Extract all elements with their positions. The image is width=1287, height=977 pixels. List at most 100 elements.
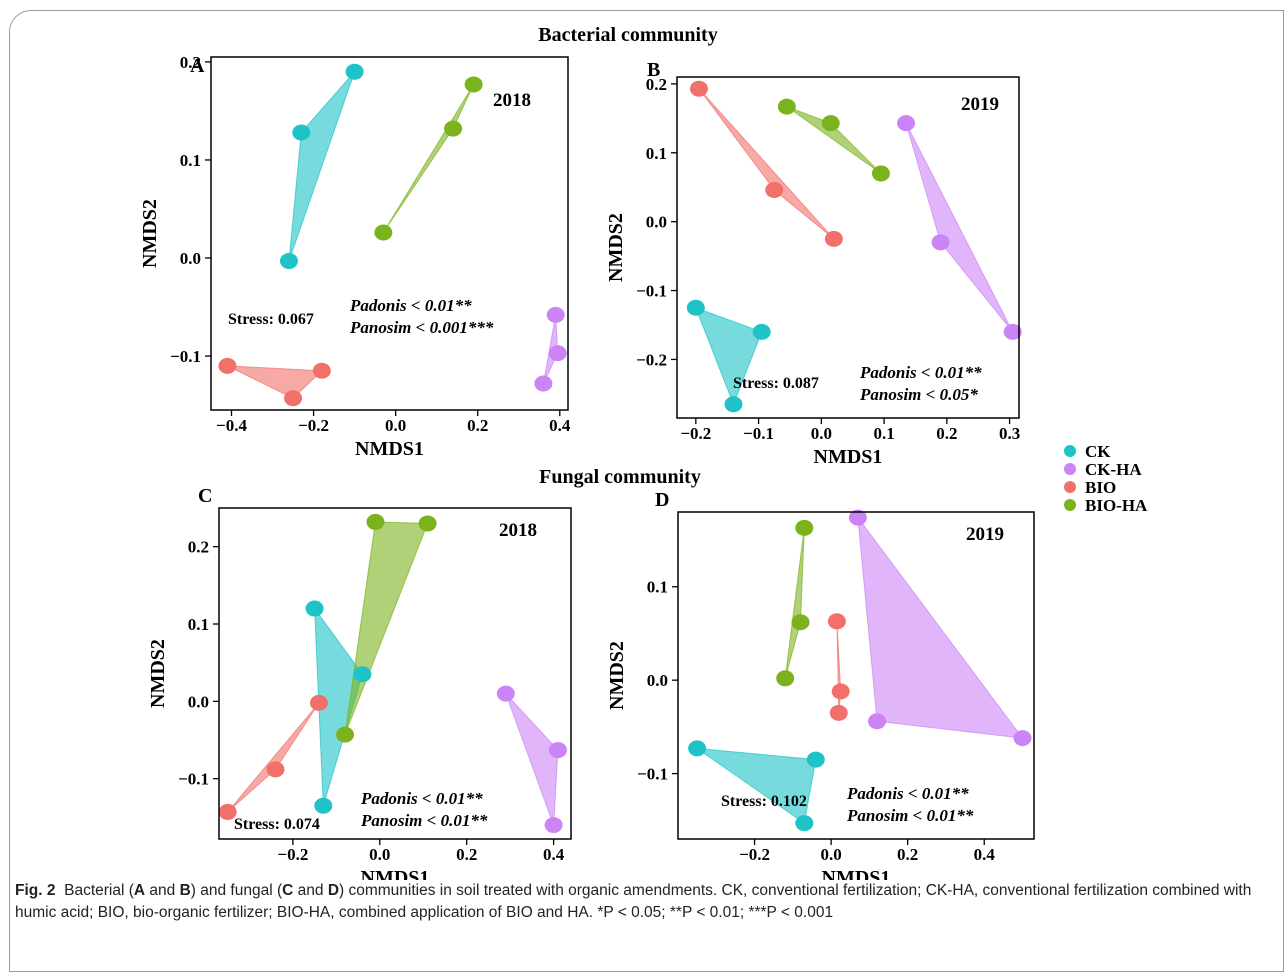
point-ck-ha [544,817,563,834]
stat-label: Panosim < 0.01** [846,806,974,825]
x-tick-label: 0.2 [897,845,918,864]
panel-c: C −0.2 0.0 0.2 0.4 −0.1 0.0 0.1 0.2 NMDS1 NMDS2 201… [147,485,572,880]
x-axis-label: NMDS1 [355,438,424,460]
point-ck [353,666,372,683]
legend-swatch-bio-ha [1064,499,1076,511]
point-bio-ha [795,519,814,536]
x-tick-label: −0.2 [680,424,711,443]
point-ck [806,751,825,768]
y-tick-label: −0.1 [636,282,667,301]
x-tick-label: 0.2 [456,845,477,864]
caption-part: Bacterial ( [64,882,134,899]
panel-a: A −0.4 −0.2 0.0 0.2 0.4 −0.1 0.0 0.1 0.2 NMDS1 NMDS… [139,53,571,460]
y-tick-label: −0.1 [637,765,668,784]
point-ck-ha [546,306,565,323]
x-tick-label: 0.3 [999,424,1020,443]
y-tick-label: 0.2 [188,538,209,557]
y-tick-label: 0.1 [180,151,201,170]
point-bio-ha [366,513,385,530]
x-tick-label: 0.4 [974,845,996,864]
caption-panel-ref: C [282,882,294,899]
caption-label: Fig. 2 [15,882,56,899]
panel-b: B −0.2 −0.1 0.0 0.1 0.2 0.3 −0.2 −0.1 0.0 0.1 0.2 NM… [605,59,1022,468]
hull-ck-ha [857,515,1024,739]
figure-caption: Fig. 2 Bacterial (A and B) and fungal (C… [15,880,1275,924]
stat-label: Panosim < 0.01** [360,811,488,830]
x-tick-label: 0.0 [385,416,406,435]
point-ck [314,797,333,814]
point-ck-ha [548,742,567,759]
y-tick-label: 0.2 [180,53,201,72]
y-tick-label: −0.2 [636,350,667,369]
x-tick-label: 0.4 [543,845,565,864]
y-axis-label: NMDS2 [606,641,628,710]
y-tick-label: 0.1 [646,144,667,163]
point-bio [827,613,846,630]
hull-bio-ha [784,527,805,679]
point-bio-ha [776,670,795,687]
x-tick-label: 0.4 [549,416,571,435]
panel-letter: A [190,55,205,77]
caption-part: and [293,882,328,899]
y-tick-label: 0.0 [646,213,667,232]
point-bio-ha [821,115,840,132]
panel-year-title: 2018 [493,90,531,111]
stat-label: Padonis < 0.01** [360,789,483,808]
point-ck [345,63,364,80]
point-bio [829,704,848,721]
legend-label-ck: CK [1085,442,1111,461]
stress-label: Stress: 0.067 [228,311,314,328]
x-axis-label: NMDS1 [814,446,883,468]
stress-label: Stress: 0.102 [721,793,807,810]
caption-panel-ref: B [179,882,191,899]
stress-label: Stress: 0.074 [234,816,320,833]
point-ck [724,396,743,413]
y-tick-label: 0.0 [647,671,668,690]
point-ck [795,815,814,832]
y-tick-label: 0.0 [188,692,209,711]
hull-bio-ha [344,521,429,735]
x-axis-label: NMDS1 [361,867,430,880]
y-axis-label: NMDS2 [139,199,161,268]
point-bio-ha [464,76,483,93]
point-ck-ha [1013,730,1032,747]
point-bio-ha [418,515,437,532]
point-ck-ha [534,375,553,392]
y-tick-label: −0.1 [170,347,201,366]
x-tick-label: −0.4 [216,416,247,435]
x-tick-label: −0.2 [298,416,329,435]
point-bio [831,683,850,700]
panel-letter: C [198,485,212,507]
legend-label-bio: BIO [1085,478,1116,497]
stress-label: Stress: 0.087 [733,375,819,392]
y-tick-label: −0.1 [178,770,209,789]
panel-year-title: 2019 [961,94,999,115]
point-ck-ha [496,685,515,702]
figure-frame [9,10,1284,972]
legend-swatch-bio [1064,481,1076,493]
hull-bio [227,702,320,813]
plot-frame [677,511,1035,840]
panel-letter: D [655,489,669,511]
point-bio [266,761,285,778]
panels: A −0.4 −0.2 0.0 0.2 0.4 −0.1 0.0 0.1 0.2 NMDS1 NMDS… [139,53,1035,880]
point-bio [824,230,843,247]
point-bio [284,390,303,407]
point-ck [279,252,298,269]
panel-year-title: 2018 [499,520,537,541]
bacterial-section-title: Bacterial community [538,24,717,46]
hull-bio [227,365,323,399]
caption-part: and [145,882,180,899]
point-bio-ha [444,120,463,137]
y-tick-label: 0.1 [188,615,209,634]
legend-swatch-ck-ha [1064,463,1076,475]
panel-year-title: 2019 [966,524,1004,545]
point-ck [688,740,707,757]
legend-label-ck-ha: CK-HA [1085,460,1142,479]
hull-bio-ha [786,106,882,174]
point-bio [309,694,328,711]
point-bio [218,357,237,374]
hull-ck-ha [505,693,559,826]
x-tick-label: −0.2 [277,845,308,864]
